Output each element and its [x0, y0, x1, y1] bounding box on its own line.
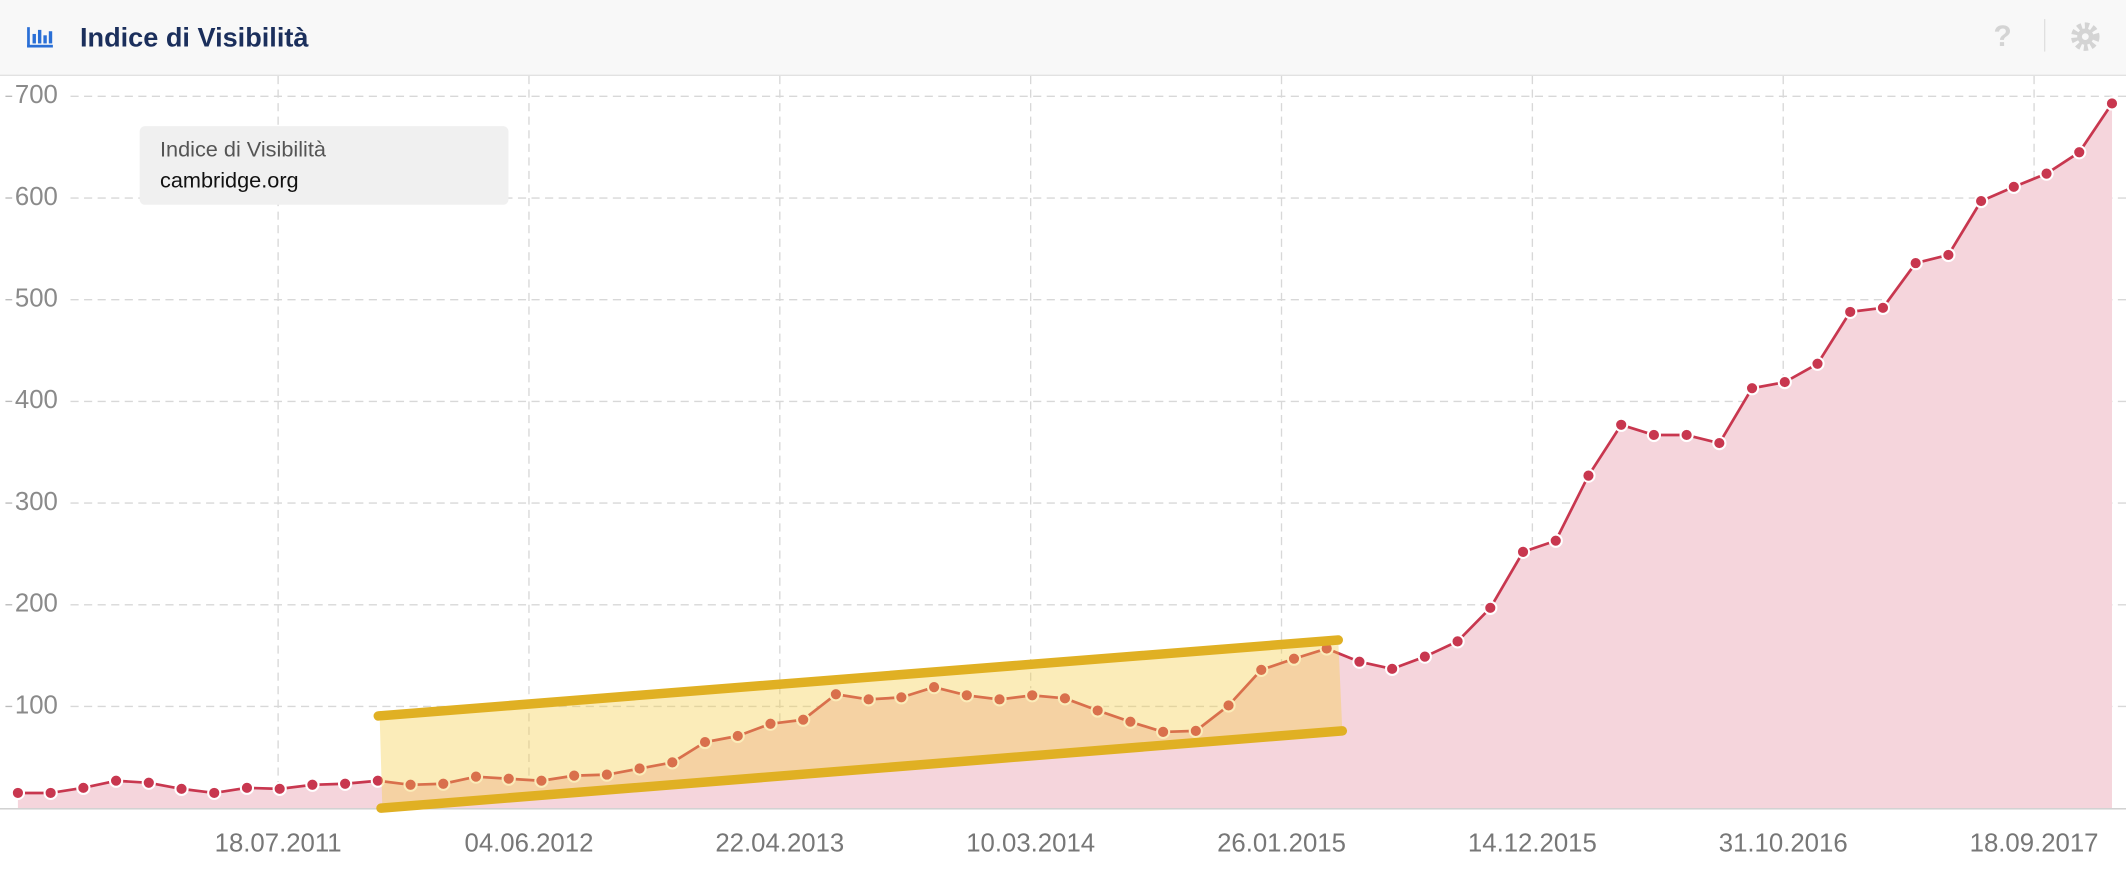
marker	[1352, 654, 1367, 669]
header-bar	[0, 0, 2126, 76]
marker	[1483, 600, 1498, 615]
marker	[2006, 179, 2021, 194]
marker	[10, 785, 26, 801]
area	[17, 103, 2113, 809]
y-tick-label: 100	[15, 691, 58, 719]
x-tick-label: 26.01.2015	[1217, 830, 1346, 858]
marker	[108, 773, 124, 788]
marker	[1810, 356, 1825, 371]
chart-icon	[27, 27, 53, 48]
x-tick-label: 04.06.2012	[465, 830, 594, 858]
y-tick-label: 200	[15, 590, 58, 618]
x-tick-label: 14.12.2015	[1468, 830, 1597, 858]
trend-highlight	[373, 635, 1348, 813]
marker	[1254, 662, 1269, 677]
marker	[1908, 255, 1923, 271]
marker	[959, 688, 974, 703]
y-tick-label: 500	[15, 285, 58, 313]
marker	[599, 767, 614, 782]
marker	[1385, 661, 1400, 676]
chart-title: Indice di Visibilità	[80, 22, 309, 53]
marker	[436, 776, 451, 791]
marker	[926, 680, 942, 695]
marker	[632, 761, 647, 776]
marker	[468, 769, 484, 784]
marker	[501, 771, 516, 786]
plot	[0, 96, 2126, 810]
tooltip-title: Indice di Visibilità	[160, 136, 327, 161]
marker	[1875, 300, 1891, 315]
help-icon[interactable]: ?	[1994, 20, 2012, 53]
x-tick-label: 10.03.2014	[966, 830, 1095, 858]
tooltip: Indice di Visibilità cambridge.org	[139, 126, 509, 205]
marker	[1025, 688, 1040, 703]
marker	[534, 773, 549, 788]
y-tick-label: 300	[15, 488, 58, 516]
marker	[1090, 703, 1105, 718]
marker	[730, 728, 745, 744]
marker	[43, 785, 58, 801]
x-tick-label: 22.04.2013	[715, 830, 844, 858]
marker	[992, 692, 1007, 707]
marker	[1188, 723, 1203, 738]
legend-entry: cambridge.org	[160, 167, 299, 192]
marker	[1057, 691, 1073, 706]
marker	[2072, 145, 2087, 160]
marker	[1777, 374, 1792, 390]
marker	[697, 734, 713, 750]
marker	[370, 773, 385, 788]
marker	[174, 781, 189, 796]
marker	[1515, 544, 1531, 560]
marker	[1450, 634, 1465, 649]
marker	[665, 755, 680, 770]
x-tick-label: 18.09.2017	[1970, 830, 2099, 858]
y-tick-label: 400	[15, 386, 58, 414]
marker	[1123, 714, 1138, 729]
y-tick-label: 700	[15, 81, 58, 109]
marker	[567, 768, 582, 783]
marker	[861, 692, 876, 707]
y-tick-label: 600	[15, 183, 58, 211]
marker	[1614, 417, 1629, 432]
tooltip-box	[139, 126, 509, 205]
marker	[272, 781, 287, 796]
marker	[1712, 435, 1727, 451]
marker	[76, 780, 91, 795]
marker	[1581, 468, 1596, 483]
marker	[239, 780, 255, 795]
marker	[894, 690, 909, 705]
marker	[1973, 193, 1989, 209]
marker	[337, 776, 353, 791]
marker	[1679, 427, 1694, 443]
marker	[1744, 381, 1760, 396]
marker	[1286, 651, 1302, 666]
settings-icon[interactable]	[2071, 22, 2100, 51]
marker	[1417, 649, 1432, 664]
marker	[1221, 698, 1236, 713]
marker	[305, 777, 320, 792]
marker	[207, 785, 222, 801]
x-tick-label: 18.07.2011	[215, 830, 342, 858]
marker	[1548, 533, 1563, 548]
marker	[1941, 247, 1956, 263]
x-tick-label: 31.10.2016	[1719, 830, 1848, 858]
marker	[763, 716, 778, 731]
marker	[2039, 166, 2054, 181]
marker	[2104, 96, 2120, 111]
marker	[141, 775, 156, 790]
marker	[1646, 427, 1662, 443]
marker	[1843, 304, 1858, 320]
marker	[796, 712, 811, 727]
marker	[828, 687, 844, 702]
marker	[403, 777, 418, 792]
marker	[1155, 724, 1171, 740]
